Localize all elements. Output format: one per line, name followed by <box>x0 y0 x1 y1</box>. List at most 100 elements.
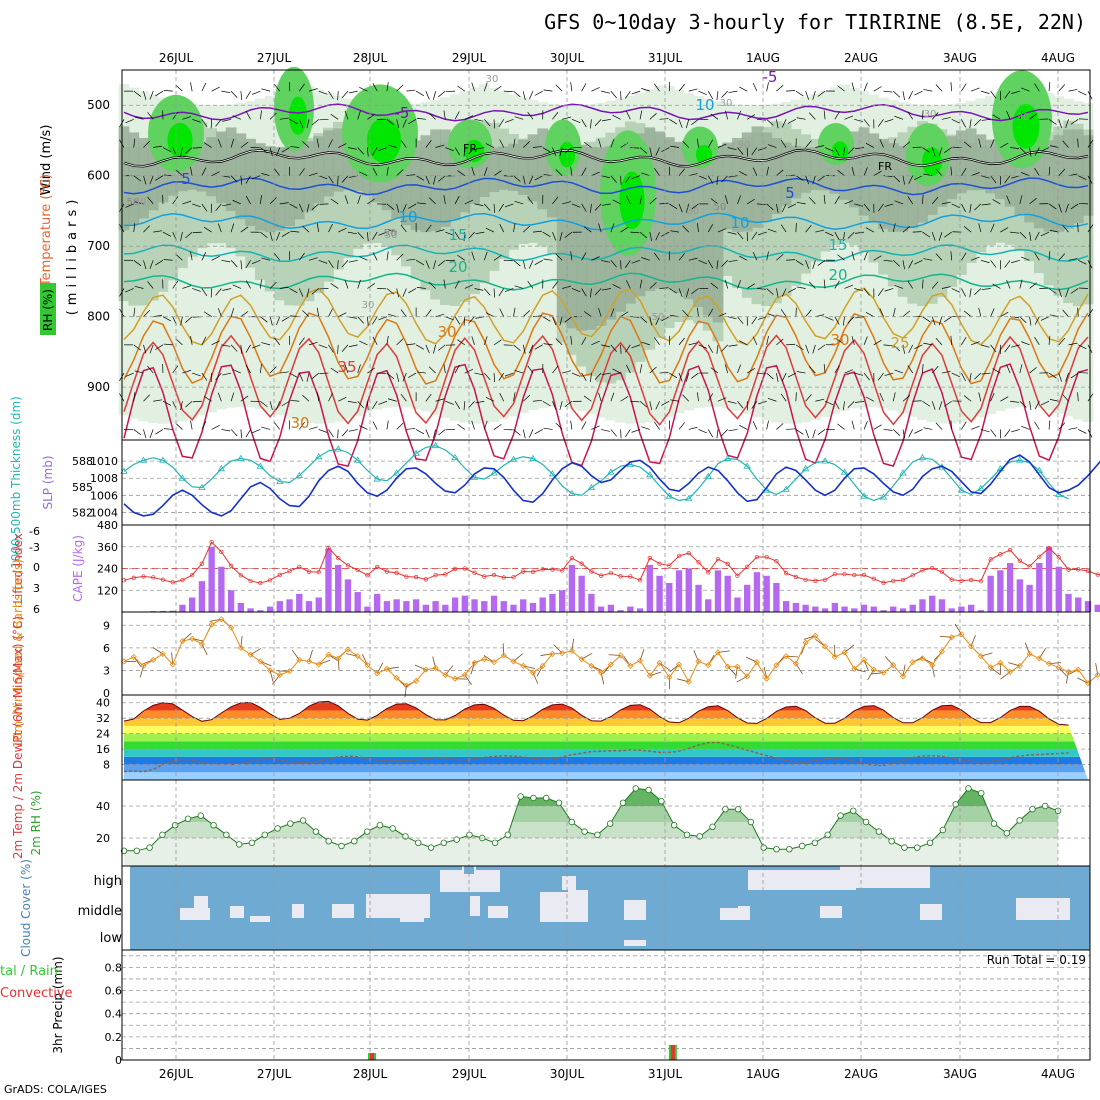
wind-barb <box>601 90 610 94</box>
wind-barb <box>961 167 967 176</box>
wind-barb <box>907 196 914 205</box>
wind-speed-marker <box>812 632 819 639</box>
temp-band <box>124 718 1088 726</box>
rh-shade <box>254 143 266 231</box>
wind-barb <box>944 231 952 238</box>
wind-barb <box>552 196 559 205</box>
wind-barb <box>555 253 563 261</box>
wind-speed-marker <box>753 659 760 666</box>
wind-barb <box>824 231 834 237</box>
wind-barb <box>499 393 505 402</box>
rh-shade <box>342 98 354 420</box>
rh-shade <box>868 133 880 224</box>
wind-barb <box>289 288 298 294</box>
wind-barb <box>641 341 650 346</box>
rh-shade <box>1072 129 1084 224</box>
wind-barb <box>1029 232 1032 242</box>
rh-shade <box>946 136 958 200</box>
thickness-marker <box>840 468 849 475</box>
cloud-cell <box>250 916 270 922</box>
date-label-top: 27JUL <box>257 51 292 65</box>
rh-shade <box>712 145 724 323</box>
thickness-marker <box>724 454 732 461</box>
rh-marker <box>990 820 998 827</box>
rh-shade <box>478 121 490 284</box>
wind-barb <box>522 91 526 100</box>
wind-barb <box>201 336 207 346</box>
wind-tick-label: 3 <box>103 664 110 677</box>
rh-marker <box>645 786 652 794</box>
lifted-index-marker <box>404 574 409 579</box>
wind-barb <box>837 254 845 261</box>
wind-barb <box>737 231 744 240</box>
wind-barb <box>276 401 281 410</box>
wind-speed-marker <box>627 662 634 669</box>
wind-barb <box>601 344 610 348</box>
wind-barb <box>796 286 806 289</box>
wind-barb <box>133 90 142 97</box>
wind-barb <box>475 147 485 150</box>
temp-contour-label: 20 <box>828 266 847 284</box>
wind-barb <box>378 400 388 405</box>
wind-barb <box>610 138 615 148</box>
date-label-bottom: 27JUL <box>257 1067 292 1081</box>
wind-barb <box>1077 392 1079 402</box>
wind-barb <box>682 394 690 402</box>
wind-barb <box>211 86 220 92</box>
wind-barb <box>435 229 445 233</box>
wind-barb <box>591 256 600 261</box>
wind-speed-marker <box>1026 650 1033 657</box>
wind-barb <box>707 308 714 317</box>
wind-barb <box>971 172 980 177</box>
lifted-index-marker <box>832 571 837 577</box>
rh-shade <box>216 105 227 410</box>
thickness-marker <box>451 453 459 461</box>
wind-speed-marker <box>490 659 498 666</box>
rh-contour-label: 50 <box>385 230 398 241</box>
cloud-cell <box>562 876 576 890</box>
temp-contour-label: -5 <box>395 104 410 122</box>
wind-barb <box>454 280 460 289</box>
wind-barb <box>498 372 505 381</box>
wind-barb <box>974 288 982 295</box>
cape-bar <box>1036 563 1043 612</box>
wind-barb <box>766 251 769 261</box>
wind-barb <box>435 144 445 148</box>
wind-barb <box>471 167 475 176</box>
wind-barb <box>863 119 870 127</box>
wind-barb <box>341 175 349 183</box>
wind-barb <box>163 428 173 430</box>
cloud-level-label: low <box>100 931 123 946</box>
wind-barb <box>837 339 845 346</box>
wind-barb <box>415 175 425 181</box>
wind-barb <box>1019 400 1027 408</box>
wind-barb <box>707 139 714 148</box>
li-tick-label: 0 <box>33 561 40 574</box>
wind-barb <box>221 259 231 263</box>
rh-marker <box>875 828 883 835</box>
wind-barb <box>230 175 238 183</box>
rh-shade <box>965 142 977 263</box>
wind-barb <box>990 90 997 99</box>
wind-barb <box>289 119 298 125</box>
thickness-marker <box>1016 456 1024 463</box>
wind-barb <box>938 316 943 326</box>
wind-barb <box>863 420 868 430</box>
wind-barb <box>737 110 742 120</box>
wind-barb <box>493 203 495 213</box>
wind-barb <box>1058 119 1062 129</box>
wind-speed-marker <box>393 674 400 682</box>
wind-barb <box>240 311 249 317</box>
wind-barb <box>1068 427 1078 430</box>
wind-barb <box>837 85 845 92</box>
wind-speed-marker <box>744 673 751 680</box>
temp-contour <box>123 103 1089 122</box>
rh-marker <box>351 838 358 845</box>
cape-bar <box>919 599 926 612</box>
rh-shade <box>975 98 987 418</box>
wind-barb <box>338 312 347 317</box>
rh-shade <box>352 101 364 416</box>
date-label-top: 4AUG <box>1041 51 1075 65</box>
rh-marker <box>235 841 243 848</box>
wind-barb <box>435 313 445 318</box>
